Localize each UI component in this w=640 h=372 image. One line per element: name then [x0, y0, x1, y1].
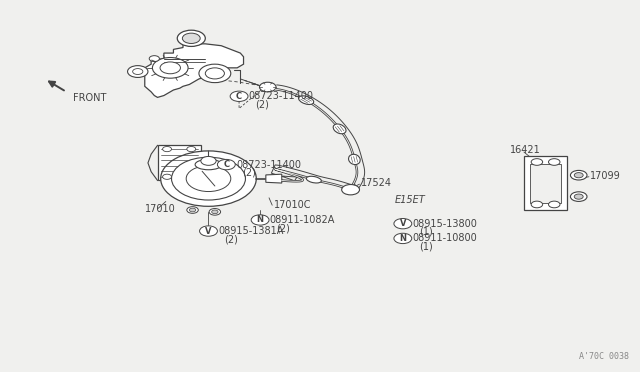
Circle shape — [570, 192, 587, 201]
Circle shape — [574, 194, 583, 199]
Circle shape — [531, 201, 543, 208]
Circle shape — [189, 208, 196, 212]
Text: 16421: 16421 — [510, 145, 541, 155]
Text: (1): (1) — [419, 241, 433, 251]
Text: V: V — [399, 219, 406, 228]
Circle shape — [127, 65, 148, 77]
Circle shape — [548, 201, 560, 208]
Ellipse shape — [307, 176, 321, 183]
Text: 17010C: 17010C — [274, 200, 312, 210]
Polygon shape — [524, 157, 567, 210]
Circle shape — [570, 170, 587, 180]
Circle shape — [548, 159, 560, 165]
Circle shape — [205, 68, 225, 79]
Circle shape — [152, 58, 188, 78]
Text: (2): (2) — [255, 99, 269, 109]
Text: 17524: 17524 — [361, 178, 392, 188]
Polygon shape — [531, 164, 561, 203]
Circle shape — [394, 233, 412, 244]
Text: 16420: 16420 — [168, 160, 199, 170]
Text: (2): (2) — [276, 223, 290, 233]
Circle shape — [342, 185, 360, 195]
Circle shape — [574, 173, 583, 178]
Text: 17099: 17099 — [590, 171, 621, 181]
Text: 08915-1381A: 08915-1381A — [218, 226, 284, 236]
Text: V: V — [205, 227, 212, 235]
Ellipse shape — [195, 160, 222, 170]
Text: C: C — [223, 160, 229, 169]
Text: (1): (1) — [419, 227, 433, 237]
Circle shape — [182, 33, 200, 44]
Text: E15ET: E15ET — [394, 195, 426, 205]
Text: 08723-11400: 08723-11400 — [236, 160, 301, 170]
Circle shape — [531, 159, 543, 165]
Circle shape — [201, 157, 216, 165]
Text: 08911-1082A: 08911-1082A — [269, 215, 335, 225]
Circle shape — [187, 174, 196, 179]
Circle shape — [218, 160, 236, 170]
Circle shape — [259, 82, 276, 92]
Circle shape — [212, 210, 218, 214]
Polygon shape — [157, 145, 201, 180]
Ellipse shape — [349, 154, 360, 164]
Circle shape — [230, 91, 248, 102]
Text: A'70C 0038: A'70C 0038 — [579, 352, 629, 361]
Circle shape — [394, 218, 412, 229]
Circle shape — [200, 226, 218, 236]
Text: (2): (2) — [225, 234, 238, 244]
Text: 17010: 17010 — [145, 204, 175, 214]
Circle shape — [160, 62, 180, 74]
Polygon shape — [145, 44, 244, 97]
Circle shape — [251, 215, 269, 225]
Circle shape — [149, 56, 159, 62]
Polygon shape — [266, 174, 282, 183]
Circle shape — [161, 151, 256, 206]
Text: N: N — [399, 234, 406, 243]
Ellipse shape — [333, 124, 346, 134]
Circle shape — [186, 166, 231, 192]
Circle shape — [187, 207, 198, 213]
Text: C: C — [236, 92, 242, 101]
Circle shape — [199, 64, 231, 83]
Circle shape — [172, 157, 246, 200]
Text: N: N — [257, 215, 264, 224]
Text: 08723-11400: 08723-11400 — [248, 91, 314, 101]
Circle shape — [163, 174, 172, 179]
Text: 08911-10800: 08911-10800 — [412, 233, 477, 243]
Circle shape — [177, 30, 205, 46]
Circle shape — [209, 209, 221, 215]
Circle shape — [187, 147, 196, 152]
Text: (2): (2) — [243, 168, 256, 178]
Text: 08915-13800: 08915-13800 — [412, 219, 477, 229]
Circle shape — [132, 68, 143, 74]
Text: FRONT: FRONT — [74, 93, 107, 103]
Ellipse shape — [299, 96, 314, 105]
Circle shape — [163, 147, 172, 152]
